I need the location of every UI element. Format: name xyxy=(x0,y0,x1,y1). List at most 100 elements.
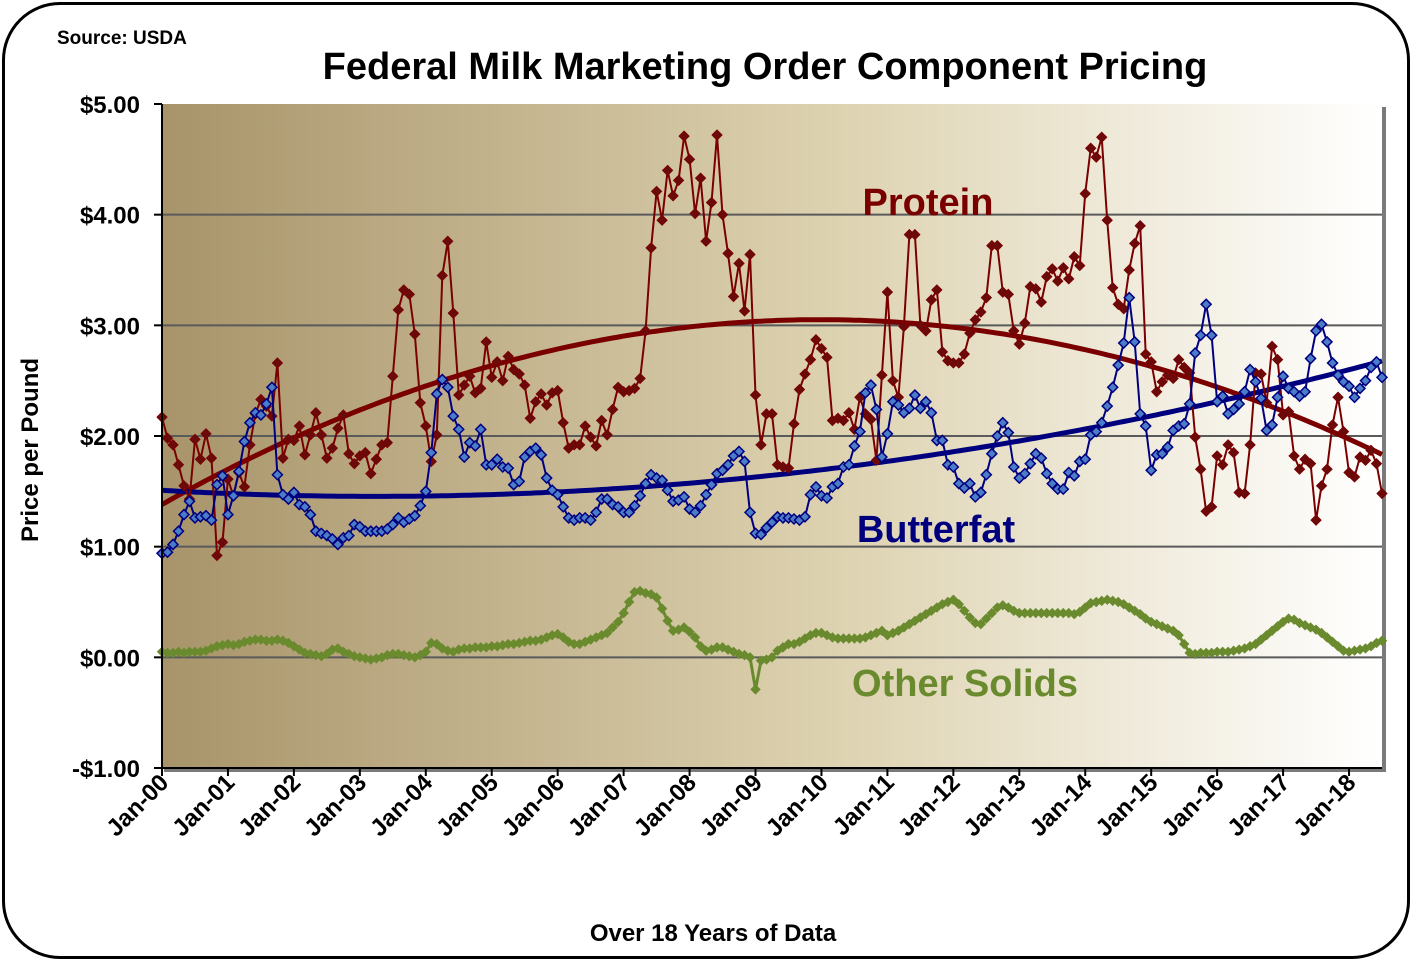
series-butterfat xyxy=(155,291,1389,560)
data-point-protein xyxy=(1222,439,1234,451)
data-point-butterfat xyxy=(919,395,932,408)
data-point-butterfat xyxy=(1062,466,1075,479)
series-label-other-solids: Other Solids xyxy=(852,663,1078,705)
data-point-other-solids xyxy=(651,592,662,603)
data-point-butterfat xyxy=(1007,460,1020,474)
data-point-butterfat xyxy=(331,538,344,551)
data-point-other-solids xyxy=(1074,606,1085,618)
data-point-protein xyxy=(634,372,646,385)
data-point-other-solids xyxy=(981,613,992,624)
data-point-protein xyxy=(211,549,223,562)
data-point-butterfat xyxy=(1205,329,1218,342)
data-point-butterfat xyxy=(408,509,421,522)
data-point-protein xyxy=(288,434,300,447)
data-point-protein xyxy=(804,353,817,366)
trendline-butterfat xyxy=(161,358,1383,499)
data-point-protein xyxy=(1139,348,1152,360)
data-point-protein xyxy=(497,374,509,387)
data-point-butterfat xyxy=(798,510,812,523)
data-point-protein xyxy=(420,420,432,432)
x-tick-label: Jan-16 xyxy=(1157,769,1230,842)
data-point-other-solids xyxy=(1261,629,1272,641)
x-tick-label: Jan-14 xyxy=(1025,769,1098,842)
data-point-other-solids xyxy=(321,648,333,660)
data-point-protein xyxy=(672,174,685,187)
data-point-protein xyxy=(194,453,207,465)
data-point-butterfat xyxy=(963,477,976,490)
data-point-butterfat xyxy=(694,499,707,512)
data-point-protein xyxy=(1194,463,1207,475)
x-tick-label: Jan-09 xyxy=(695,769,768,842)
data-point-protein xyxy=(661,164,674,177)
data-point-butterfat xyxy=(1331,369,1345,382)
data-point-butterfat xyxy=(864,379,877,392)
data-point-butterfat xyxy=(903,402,916,415)
data-point-protein xyxy=(931,284,943,296)
data-point-protein xyxy=(1354,451,1366,463)
x-tick-label: Jan-18 xyxy=(1288,769,1361,842)
data-point-protein xyxy=(991,239,1004,252)
data-point-butterfat xyxy=(474,423,487,436)
data-point-other-solids xyxy=(1266,625,1278,636)
data-point-protein xyxy=(370,453,383,465)
data-point-protein xyxy=(1090,151,1102,163)
data-point-butterfat xyxy=(265,381,278,394)
data-point-protein xyxy=(205,452,218,464)
data-point-butterfat xyxy=(414,499,427,512)
data-point-protein xyxy=(200,428,212,440)
trendline-protein xyxy=(160,317,1384,507)
data-point-butterfat xyxy=(469,439,482,453)
data-point-other-solids xyxy=(1080,602,1091,613)
data-point-butterfat xyxy=(754,528,768,541)
data-point-butterfat xyxy=(881,427,894,440)
data-point-protein xyxy=(1150,386,1163,398)
data-point-other-solids xyxy=(722,644,734,655)
x-tick-label: Jan-05 xyxy=(431,769,504,842)
data-point-butterfat xyxy=(1178,417,1191,430)
data-point-protein xyxy=(914,319,927,332)
data-point-other-solids xyxy=(975,618,987,630)
data-point-protein xyxy=(1227,446,1240,459)
data-point-protein xyxy=(266,410,278,422)
data-point-butterfat xyxy=(1117,336,1130,350)
data-point-butterfat xyxy=(441,381,454,394)
y-tick-label: $5.00 xyxy=(80,92,140,119)
data-point-butterfat xyxy=(1375,371,1389,384)
data-point-protein xyxy=(293,420,306,432)
data-point-butterfat xyxy=(452,423,465,436)
data-point-other-solids xyxy=(1178,638,1190,650)
x-tick-label: Jan-17 xyxy=(1222,769,1295,842)
data-point-protein xyxy=(1013,338,1026,350)
series-label-butterfat: Butterfat xyxy=(857,509,1016,551)
data-point-other-solids xyxy=(288,641,300,652)
data-point-butterfat xyxy=(491,453,504,466)
data-point-other-solids xyxy=(618,607,629,619)
data-point-protein xyxy=(1359,454,1372,467)
data-point-protein xyxy=(942,355,954,367)
data-point-butterfat xyxy=(1106,381,1119,394)
data-point-butterfat xyxy=(1139,419,1152,433)
data-point-other-solids xyxy=(612,616,624,628)
data-point-protein xyxy=(738,305,751,317)
data-point-protein xyxy=(1238,487,1251,500)
data-point-other-solids xyxy=(1113,596,1124,608)
data-point-protein xyxy=(953,357,965,369)
x-tick-label: Jan-11 xyxy=(828,769,900,841)
data-point-protein xyxy=(716,208,729,221)
data-point-butterfat xyxy=(551,488,564,501)
data-point-protein xyxy=(436,269,448,282)
data-point-protein xyxy=(518,379,531,391)
data-point-protein xyxy=(1172,353,1185,366)
data-point-butterfat xyxy=(458,450,471,464)
data-point-other-solids xyxy=(1134,608,1146,620)
data-point-butterfat xyxy=(425,446,438,459)
data-point-other-solids xyxy=(1173,629,1184,641)
x-tick-label: Jan-12 xyxy=(893,769,966,842)
data-point-butterfat xyxy=(925,406,938,419)
data-point-butterfat xyxy=(623,506,636,519)
data-point-butterfat xyxy=(639,477,652,490)
data-point-protein xyxy=(359,446,372,459)
data-point-protein xyxy=(453,389,465,401)
